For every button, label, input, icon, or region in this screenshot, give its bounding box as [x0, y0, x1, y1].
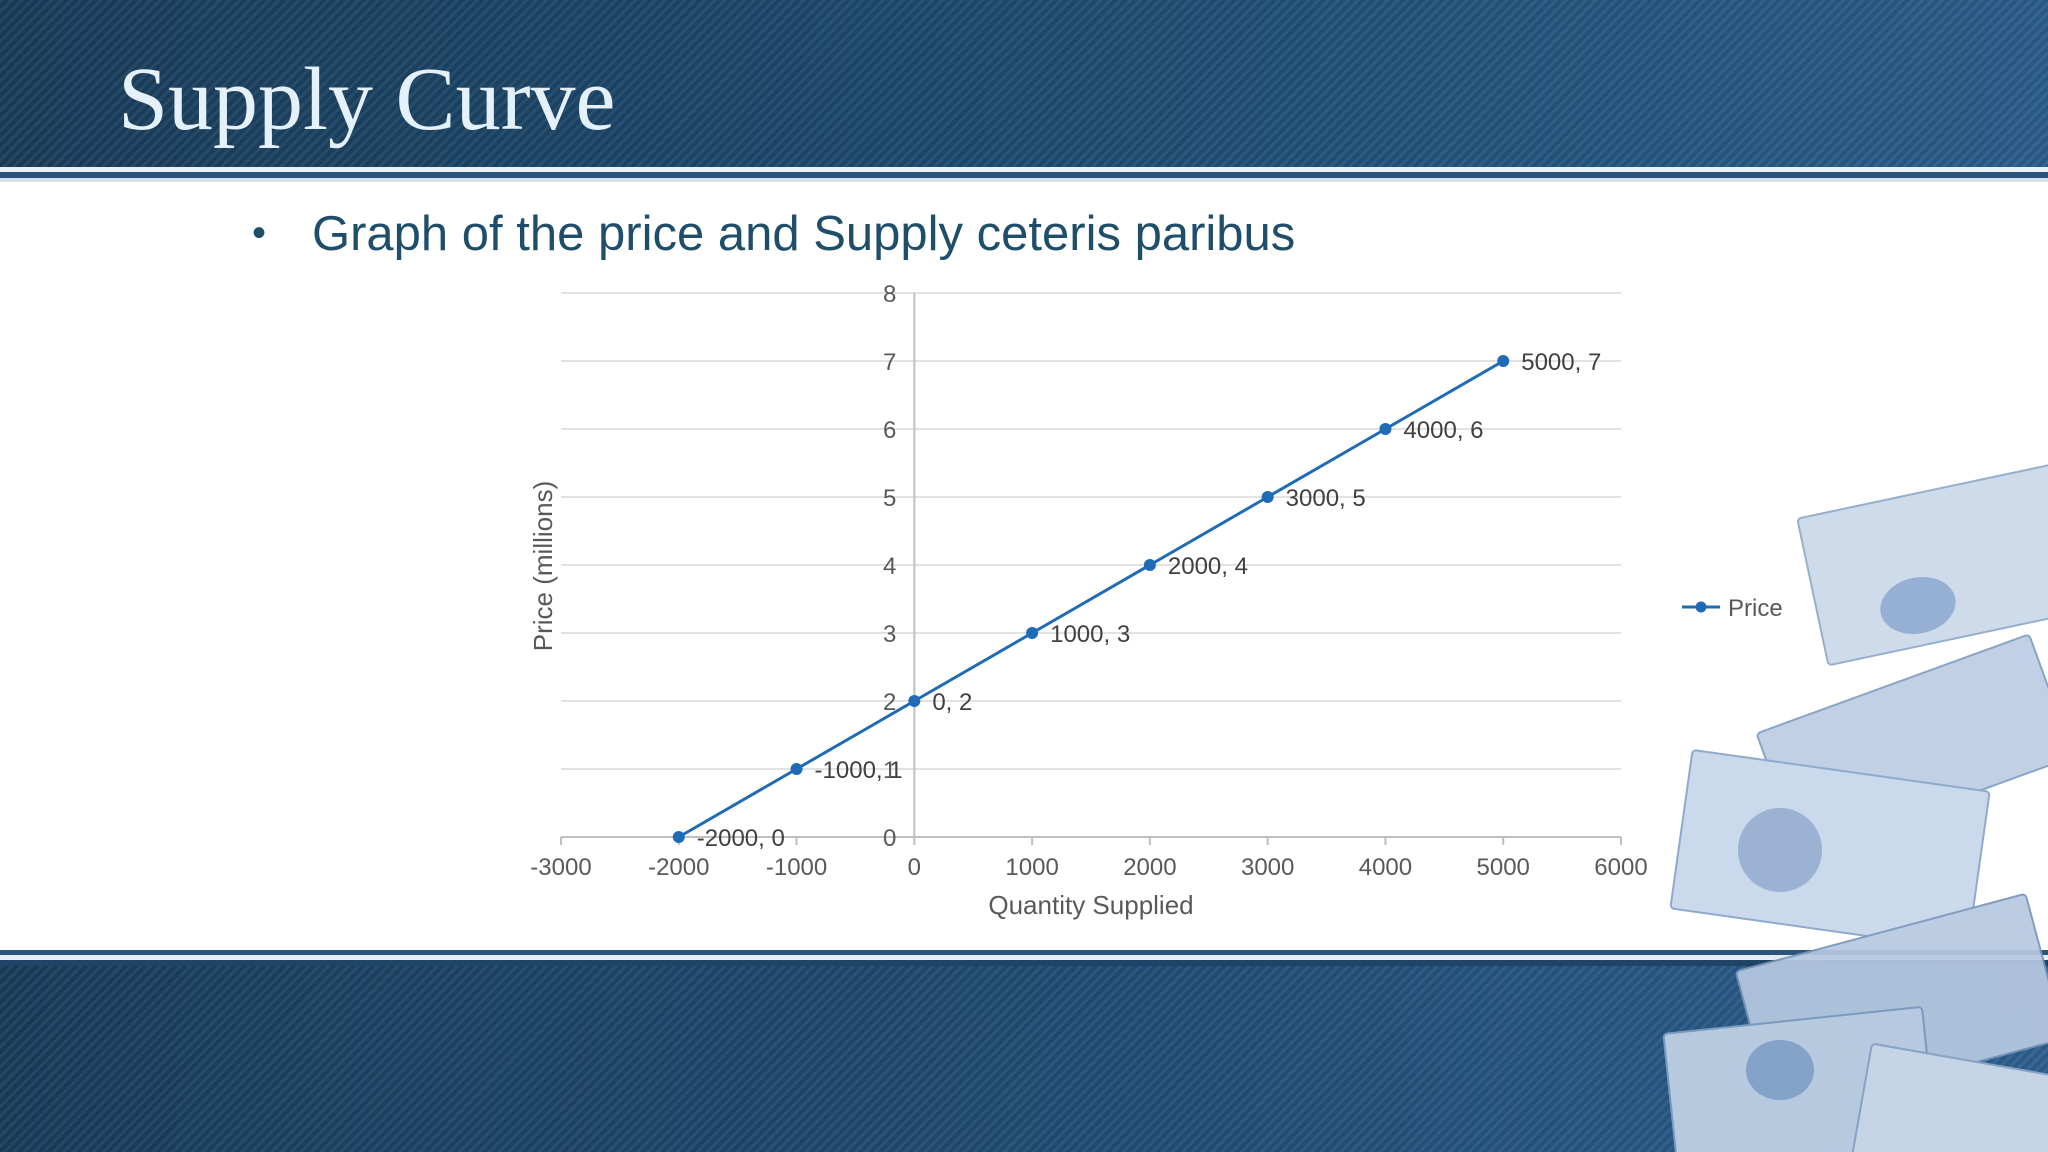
y-tick-label: 8	[883, 281, 896, 308]
y-tick-label: 5	[883, 485, 896, 512]
data-label: -1000, 1	[815, 757, 903, 784]
data-points	[672, 355, 1510, 843]
title-banner	[0, 0, 2048, 167]
bullet-text: Graph of the price and Supply ceteris pa…	[312, 207, 1296, 261]
y-tick-label: 7	[883, 349, 896, 376]
x-tick-label: 1000	[1005, 854, 1058, 881]
x-tick-label: -1000	[766, 854, 827, 881]
banner-divider	[0, 178, 2048, 182]
legend: Price	[1682, 595, 1783, 622]
axes	[560, 293, 1622, 845]
x-tick-label: 0	[908, 854, 921, 881]
x-tick-labels: -3000 -2000 -1000 0 1000 2000 3000 4000 5000 6000	[530, 854, 1647, 881]
slide-title: Supply Curve	[118, 50, 616, 149]
banknote-image	[1796, 464, 2048, 666]
y-tick-label: 3	[883, 621, 896, 648]
data-label: 3000, 5	[1286, 485, 1366, 512]
bullet-marker: •	[252, 211, 267, 255]
x-tick-label: -2000	[648, 854, 709, 881]
data-point	[1379, 423, 1392, 435]
x-tick-label: 6000	[1594, 854, 1647, 881]
banknote-image	[1738, 808, 1822, 892]
data-labels: -2000, 0 -1000, 1 0, 2 1000, 3 2000, 4 3000, …	[697, 349, 1602, 852]
banner-divider	[0, 167, 2048, 172]
data-label: -2000, 0	[697, 825, 785, 852]
data-label: 1000, 3	[1050, 621, 1130, 648]
series-line	[678, 359, 1504, 839]
x-tick-label: -3000	[530, 854, 591, 881]
footer-divider	[0, 955, 2048, 960]
data-label: 2000, 4	[1168, 553, 1248, 580]
banner-divider	[0, 172, 2048, 178]
x-tick-label: 4000	[1359, 854, 1412, 881]
grid-lines	[561, 292, 1621, 770]
data-label: 5000, 7	[1521, 349, 1601, 376]
banknotes-decoration	[1662, 464, 2048, 1152]
legend-label: Price	[1728, 595, 1783, 622]
y-tick-labels: 0 1 2 3 4 5 6 7 8	[883, 281, 896, 852]
data-point	[1497, 355, 1510, 367]
legend-marker	[1695, 601, 1707, 613]
data-point	[672, 831, 685, 843]
banknote-image	[1746, 1040, 1814, 1100]
data-point	[1143, 559, 1156, 571]
data-point	[1261, 491, 1274, 503]
data-point	[908, 695, 921, 707]
y-tick-label: 0	[883, 825, 896, 852]
data-label: 4000, 6	[1403, 417, 1483, 444]
data-label: 0, 2	[932, 689, 972, 716]
y-tick-label: 2	[883, 689, 896, 716]
data-point	[790, 763, 803, 775]
x-tick-label: 5000	[1477, 854, 1530, 881]
y-tick-label: 1	[883, 757, 896, 784]
x-tick-label: 3000	[1241, 854, 1294, 881]
data-point	[1026, 627, 1039, 639]
footer-divider	[0, 960, 2048, 966]
banknote-image	[1850, 1043, 2048, 1152]
y-tick-label: 4	[883, 553, 896, 580]
x-axis-title: Quantity Supplied	[988, 890, 1193, 920]
y-tick-label: 6	[883, 417, 896, 444]
series-line-group	[678, 359, 1504, 839]
banknote-image	[1880, 576, 1956, 634]
y-axis-title: Price (millions)	[528, 481, 558, 651]
x-tick-label: 2000	[1123, 854, 1176, 881]
banknote-image	[1669, 749, 1991, 951]
footer-divider	[0, 950, 2048, 955]
